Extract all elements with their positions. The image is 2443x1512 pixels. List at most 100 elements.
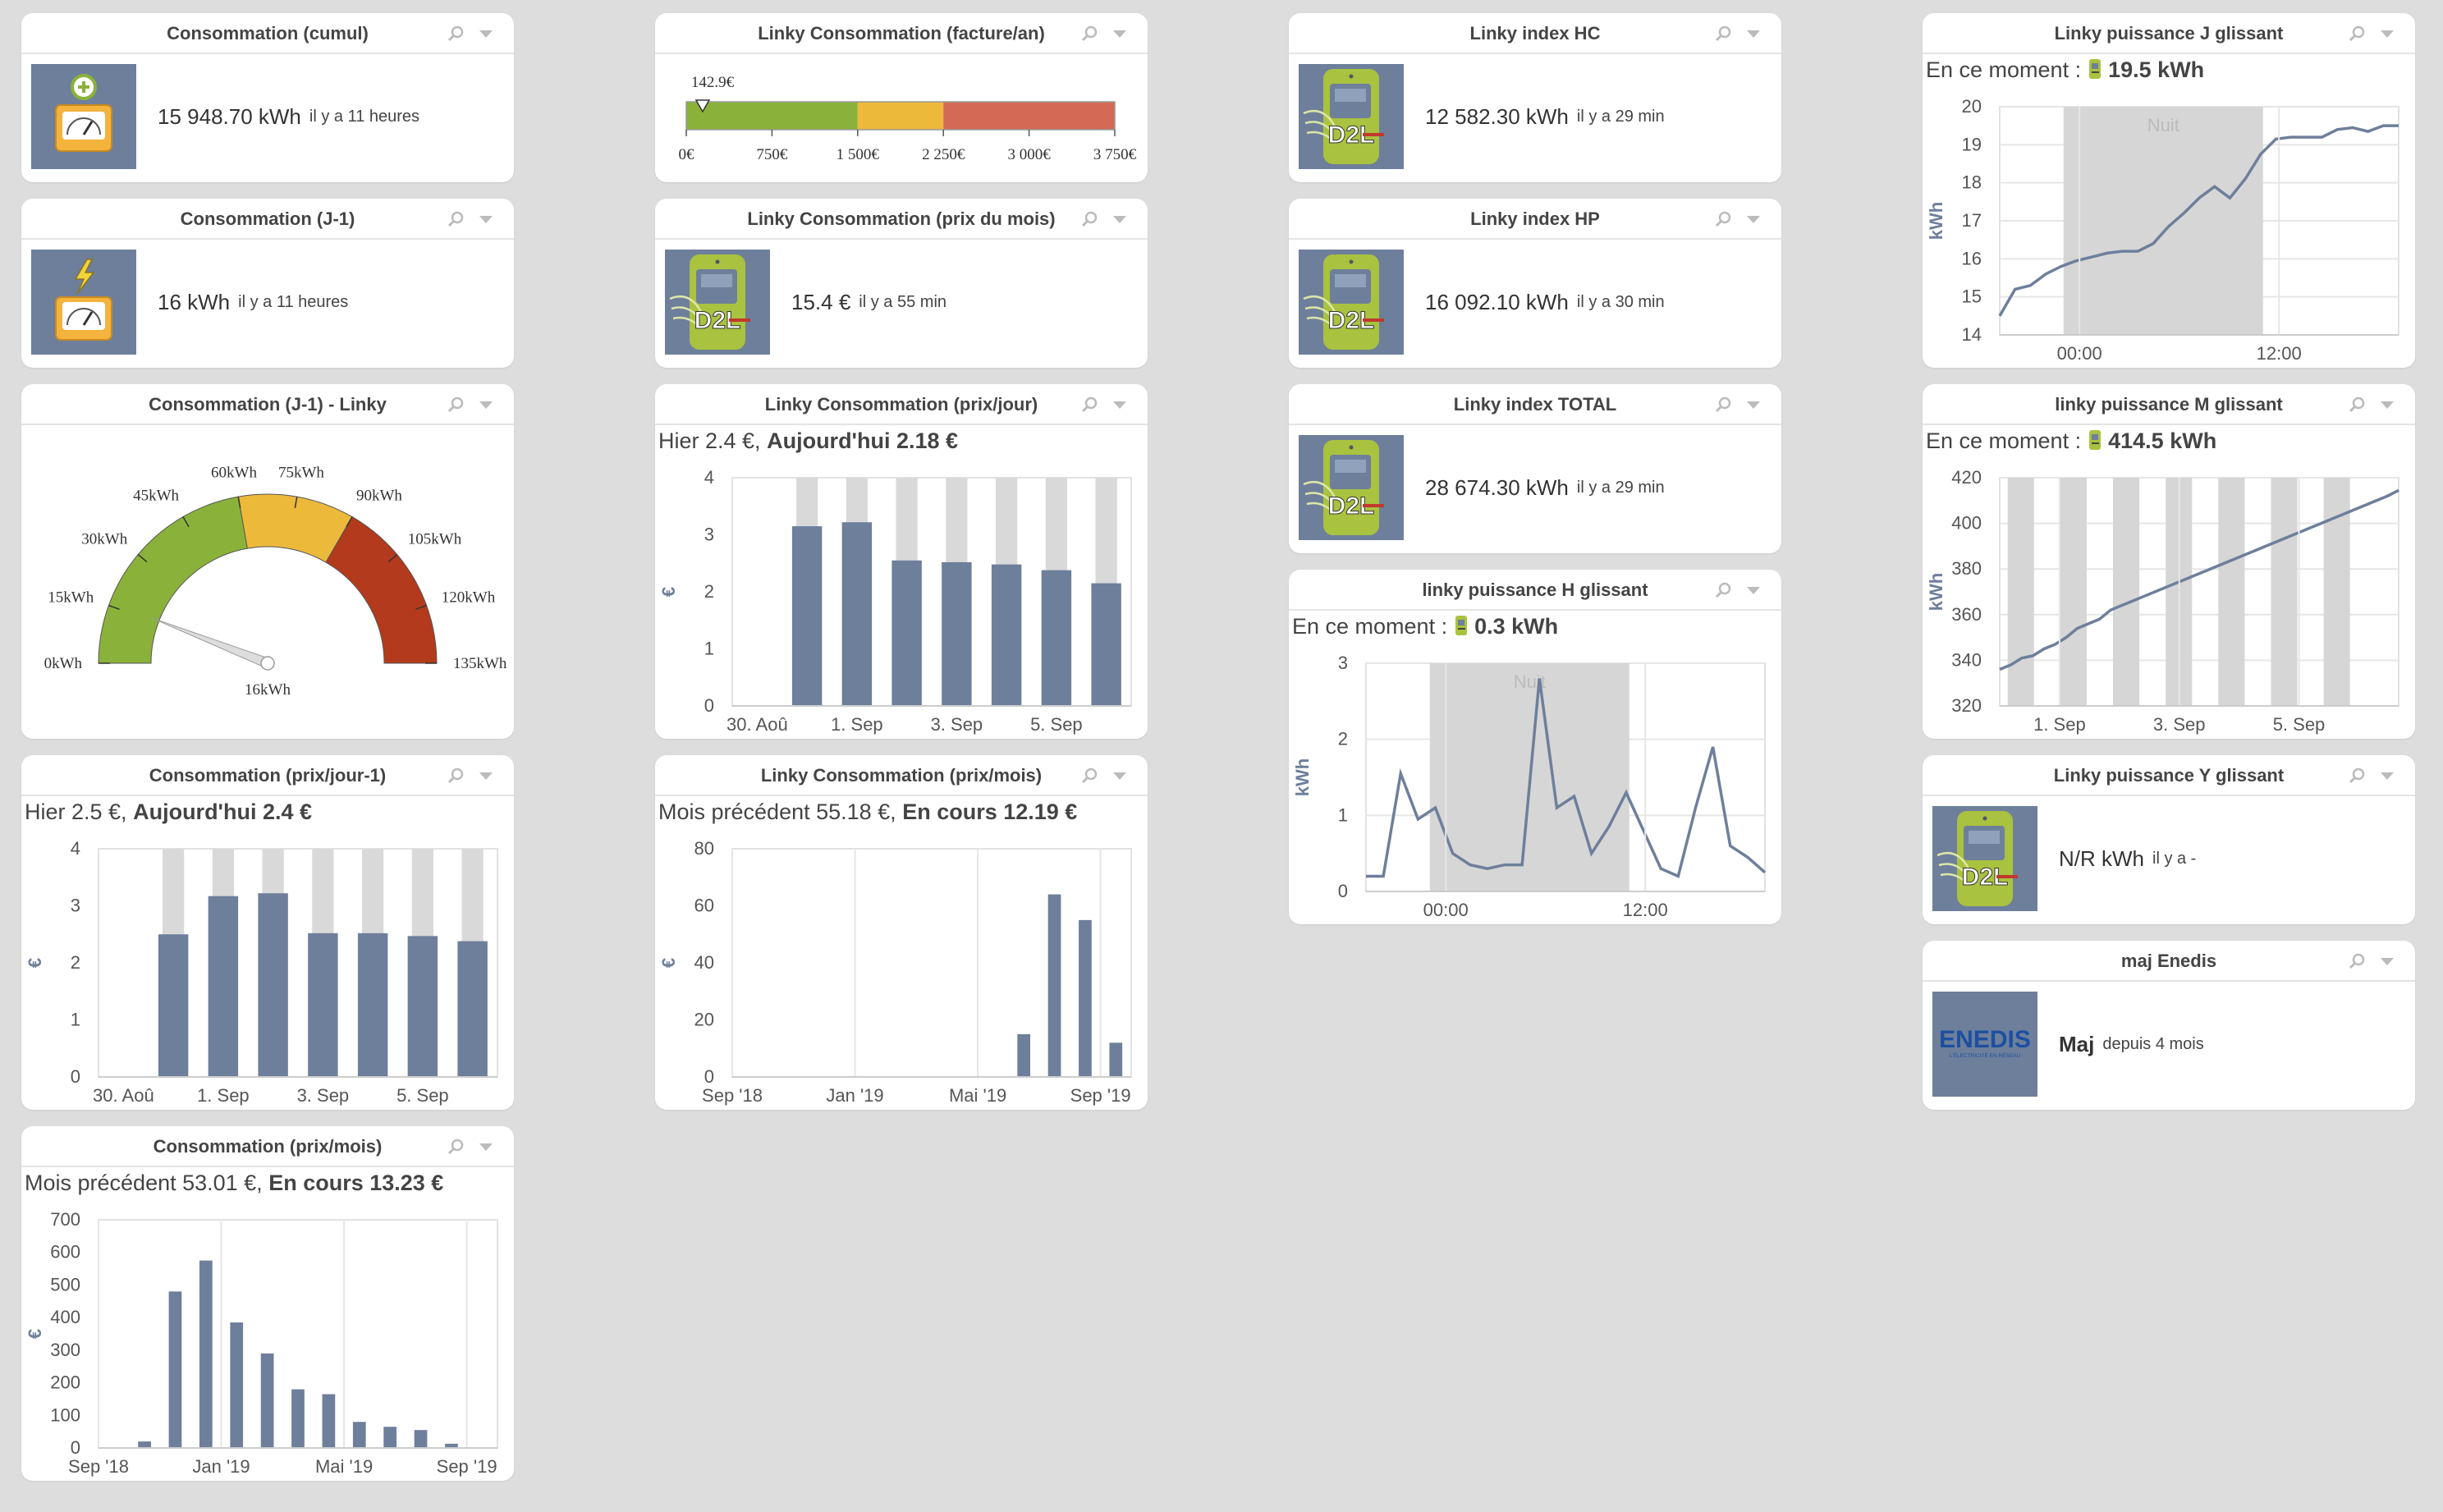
- moment-value: 0.3 kWh: [1474, 614, 1559, 639]
- bar: [414, 1430, 428, 1448]
- y-axis-label: €: [658, 958, 679, 968]
- widget-index-total: Linky index TOTAL D2L 28 674.30 kWh il y …: [1289, 384, 1781, 553]
- series-line: [1366, 678, 1767, 878]
- chevron-down-icon[interactable]: [478, 213, 494, 225]
- value-text: 15 948.70 kWh: [158, 103, 301, 129]
- search-icon[interactable]: [447, 396, 465, 414]
- enedis-logo-text: ENEDIS: [1939, 1026, 2031, 1053]
- gauge-tick: [137, 554, 148, 563]
- gauge-marker-label: 142.9€: [691, 74, 735, 91]
- search-icon[interactable]: [447, 767, 465, 785]
- gauge-band: [686, 102, 858, 130]
- chevron-down-icon[interactable]: [1111, 28, 1128, 39]
- bar: [357, 932, 388, 1077]
- search-icon[interactable]: [447, 1138, 465, 1156]
- time-text: il y a 11 heures: [238, 292, 349, 311]
- chevron-down-icon[interactable]: [1745, 28, 1762, 39]
- chevron-down-icon[interactable]: [478, 28, 494, 39]
- svg-text:D2L: D2L: [1328, 121, 1375, 149]
- d2l-icon: D2L: [1299, 64, 1404, 169]
- search-icon[interactable]: [1080, 396, 1098, 414]
- search-icon[interactable]: [2348, 767, 2366, 785]
- chevron-down-icon[interactable]: [1111, 213, 1128, 225]
- gauge-tick-label: 0€: [679, 146, 695, 163]
- chevron-down-icon[interactable]: [2379, 770, 2395, 781]
- bar: [1079, 919, 1092, 1077]
- y-tick-label: 2: [71, 952, 80, 973]
- x-tick-label: 3. Sep: [931, 714, 983, 735]
- widget-title: Linky index HC: [1469, 23, 1601, 44]
- bar: [991, 564, 1022, 706]
- widget-linky-prix-jour: Linky Consommation (prix/jour) Hier 2.4 …: [655, 384, 1148, 739]
- bar: [1017, 1033, 1031, 1077]
- previous-text: Hier 2.4 €,: [658, 428, 761, 453]
- chevron-down-icon[interactable]: [478, 1141, 494, 1152]
- widget-linky-facture: Linky Consommation (facture/an) 142.9€ 0€…: [655, 13, 1148, 182]
- y-tick-label: 15: [1962, 286, 1982, 307]
- chevron-down-icon[interactable]: [2379, 399, 2395, 410]
- gauge-tick-label: 105kWh: [408, 530, 462, 548]
- y-tick-label: 20: [1962, 96, 1982, 117]
- widget-title: linky puissance M glissant: [2055, 394, 2283, 415]
- y-tick-label: 600: [50, 1242, 80, 1262]
- bar: [158, 934, 189, 1077]
- search-icon[interactable]: [1080, 25, 1098, 43]
- widget-title: Consommation (cumul): [167, 23, 369, 44]
- chevron-down-icon[interactable]: [1111, 399, 1128, 410]
- bar: [258, 893, 288, 1077]
- search-icon[interactable]: [447, 25, 465, 43]
- gauge-tick: [237, 496, 241, 509]
- time-text: il y a 11 heures: [309, 107, 420, 126]
- widget-title: Consommation (prix/mois): [153, 1136, 383, 1157]
- chevron-down-icon[interactable]: [1745, 213, 1762, 225]
- widget-title: Consommation (prix/jour-1): [149, 765, 387, 786]
- x-tick-label: 00:00: [1423, 900, 1469, 920]
- search-icon[interactable]: [1714, 581, 1732, 599]
- bar: [208, 896, 239, 1077]
- d2l-icon: D2L: [1299, 435, 1404, 540]
- chevron-down-icon[interactable]: [478, 399, 494, 410]
- enedis-logo-icon: ENEDIS L'ÉLECTRICITÉ EN RÉSEAU: [1932, 992, 2037, 1097]
- time-text: depuis 4 mois: [2102, 1034, 2204, 1053]
- previous-text: Mois précédent 53.01 €,: [25, 1171, 263, 1195]
- search-icon[interactable]: [1714, 210, 1732, 228]
- search-icon[interactable]: [2348, 952, 2366, 970]
- y-tick-label: 3: [1338, 653, 1348, 673]
- y-tick-label: 500: [50, 1274, 80, 1294]
- search-icon[interactable]: [2348, 25, 2366, 43]
- search-icon[interactable]: [1080, 767, 1098, 785]
- chevron-down-icon[interactable]: [1111, 770, 1128, 781]
- y-tick-label: 14: [1962, 324, 1982, 345]
- gauge-tick-label: 135kWh: [453, 655, 507, 672]
- meter-plus-icon: [31, 64, 136, 169]
- y-tick-label: 400: [50, 1307, 80, 1327]
- moment-value: 19.5 kWh: [2108, 57, 2205, 82]
- chevron-down-icon[interactable]: [2379, 955, 2395, 967]
- x-tick-label: 5. Sep: [1030, 714, 1083, 735]
- day-band: [2007, 478, 2034, 706]
- bar-chart: 0 1 2 3 4 €30. Aoû 1. Sep 3. Sep 5. Sep: [25, 838, 498, 1106]
- y-tick-label: 2: [1338, 729, 1348, 749]
- current-text: En cours 12.19 €: [902, 800, 1078, 824]
- widget-title: Linky Consommation (prix du mois): [747, 208, 1056, 229]
- widget-puissance-y: Linky puissance Y glissant D2L N/R kWh il…: [1923, 755, 2415, 924]
- bar: [791, 526, 823, 706]
- chevron-down-icon[interactable]: [478, 770, 494, 781]
- search-icon[interactable]: [2348, 396, 2366, 414]
- y-tick-label: 360: [1951, 604, 1982, 625]
- y-tick-label: 0: [704, 695, 714, 716]
- chevron-down-icon[interactable]: [1745, 584, 1762, 596]
- widget-puissance-h: linky puissance H glissant En ce moment …: [1289, 570, 1781, 924]
- widget-conso-j1-linky: Consommation (J-1) - Linky 0kWh 15kWh 30kW…: [21, 384, 514, 739]
- search-icon[interactable]: [1080, 210, 1098, 228]
- chevron-down-icon[interactable]: [1745, 399, 1762, 410]
- widget-linky-prix-mois: Linky Consommation (prix/mois) Mois préc…: [655, 755, 1148, 1110]
- gauge-band: [857, 102, 944, 130]
- search-icon[interactable]: [1714, 25, 1732, 43]
- time-text: il y a 30 min: [1576, 292, 1665, 311]
- x-tick-label: Sep '19: [1070, 1085, 1131, 1106]
- y-tick-label: 3: [704, 525, 714, 545]
- search-icon[interactable]: [447, 210, 465, 228]
- search-icon[interactable]: [1714, 396, 1732, 414]
- chevron-down-icon[interactable]: [2379, 28, 2395, 39]
